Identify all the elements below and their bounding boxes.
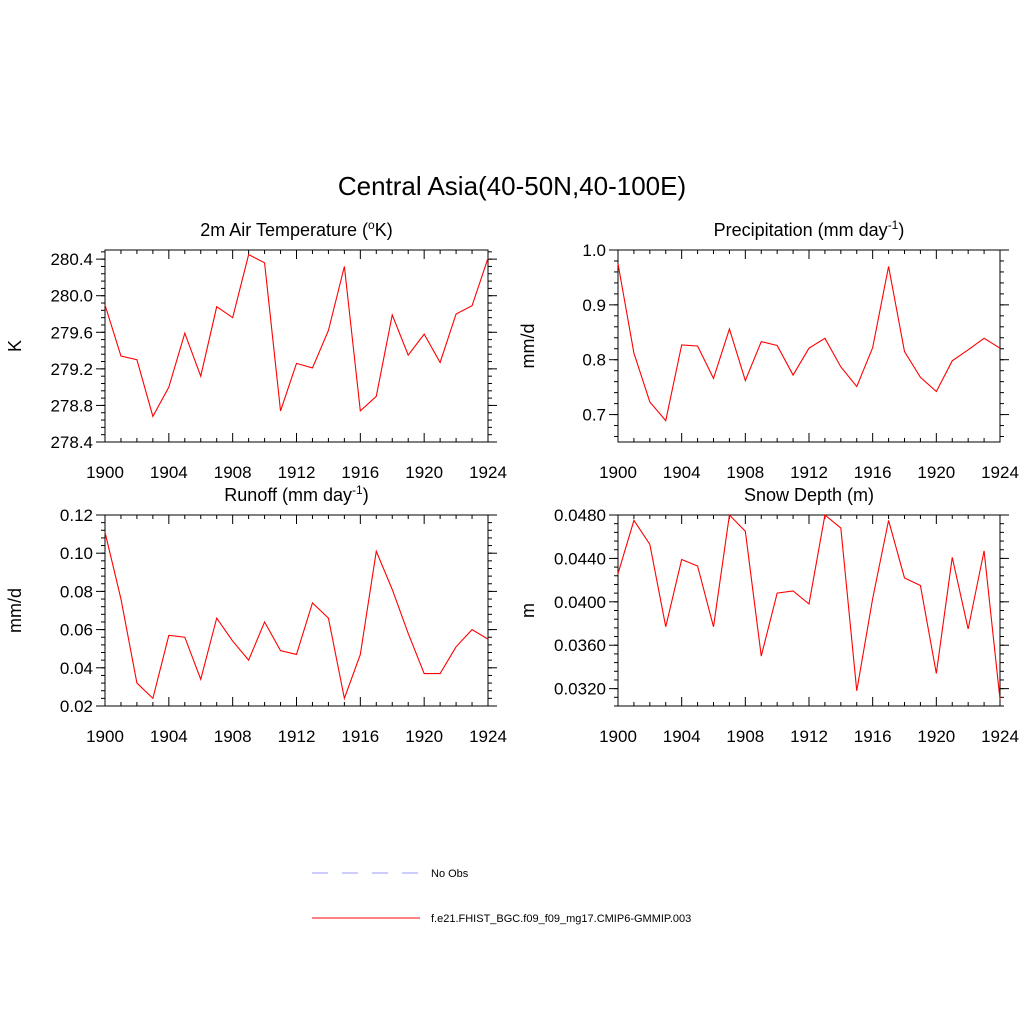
runoff-ylabel: mm/d [5,588,25,633]
air-temperature-ytick-label: 280.4 [50,250,93,269]
snow-depth-xtick-label: 1904 [663,727,701,746]
legend-label-no-obs: No Obs [431,868,469,880]
air-temperature-ytick-label: 280.0 [50,287,93,306]
precipitation-xtick-label: 1904 [663,463,701,482]
air-temperature-xtick-label: 1908 [214,463,252,482]
snow-depth-plot-frame [617,514,1001,707]
precipitation-ytick-label: 0.8 [582,351,606,370]
runoff-xtick-label: 1920 [405,727,443,746]
panel-snow-depth: 1900 1904 1908 1912 1916 1920 1924 0.0320 0.0360… [518,485,1019,746]
air-temperature-xtick-label: 1920 [405,463,443,482]
snow-depth-ytick-label: 0.0320 [554,680,606,699]
snow-depth-xtick-label: 1908 [726,727,764,746]
precipitation-xtick-label: 1924 [981,463,1019,482]
air-temperature-xtick-label: 1916 [341,463,379,482]
runoff-ytick-label: 0.04 [60,659,93,678]
precipitation-xtick-label: 1900 [599,463,637,482]
runoff-xtick-label: 1916 [341,727,379,746]
snow-depth-xtick-label: 1920 [917,727,955,746]
panel-precipitation: 1900 1904 1908 1912 1916 1920 1924 0.7 0.8 0.9 1.0… [518,218,1019,482]
precipitation-ytick-label: 1.0 [582,241,606,260]
runoff-ytick-label: 0.06 [60,621,93,640]
panel-air-temperature: 1900 1904 1908 1912 1916 1920 1924 278.4 278.8 27… [5,218,507,482]
precipitation-ylabel: mm/d [518,324,538,369]
snow-depth-ylabel: m [518,603,538,618]
runoff-ytick-label: 0.08 [60,582,93,601]
air-temperature-xtick-label: 1900 [86,463,124,482]
snow-depth-ytick-label: 0.0360 [554,636,606,655]
air-temperature-ytick-label: 278.8 [50,396,93,415]
precipitation-plot-frame [617,249,1001,443]
precipitation-series-line [617,263,1001,422]
snow-depth-xtick-label: 1912 [790,727,828,746]
figure-title: Central Asia(40-50N,40-100E) [338,171,686,201]
runoff-series-line [104,532,489,701]
panel-runoff: 1900 1904 1908 1912 1916 1920 1924 0.02 0.04 0.06… [5,483,507,746]
snow-depth-series-line [617,513,1001,700]
precipitation-xtick-label: 1912 [790,463,828,482]
runoff-xtick-label: 1912 [278,727,316,746]
air-temperature-xtick-label: 1924 [469,463,507,482]
runoff-xtick-label: 1924 [469,727,507,746]
air-temperature-xtick-label: 1904 [150,463,188,482]
runoff-xtick-label: 1908 [214,727,252,746]
air-temperature-ylabel: K [5,340,25,352]
snow-depth-xtick-label: 1924 [981,727,1019,746]
snow-depth-xtick-label: 1916 [854,727,892,746]
snow-depth-ytick-label: 0.0480 [554,506,606,525]
precipitation-xtick-label: 1908 [726,463,764,482]
runoff-title: Runoff (mm day-1) [224,483,368,505]
air-temperature-series-line [104,253,489,418]
runoff-xtick-label: 1904 [150,727,188,746]
legend-label-model: f.e21.FHIST_BGC.f09_f09_mg17.CMIP6-GMMIP… [431,913,691,925]
precipitation-xtick-label: 1920 [917,463,955,482]
runoff-plot-frame [104,514,489,707]
snow-depth-xtick-label: 1900 [599,727,637,746]
air-temperature-ytick-label: 279.6 [50,323,93,342]
legend: No Obs f.e21.FHIST_BGC.f09_f09_mg17.CMIP… [312,868,691,925]
air-temperature-ytick-label: 279.2 [50,360,93,379]
precipitation-ytick-label: 0.7 [582,406,606,425]
precipitation-ytick-label: 0.9 [582,296,606,315]
runoff-ytick-label: 0.12 [60,506,93,525]
air-temperature-xtick-label: 1912 [278,463,316,482]
air-temperature-title: 2m Air Temperature (oK) [200,218,392,240]
air-temperature-ytick-label: 278.4 [50,433,93,452]
snow-depth-ytick-label: 0.0400 [554,593,606,612]
runoff-ytick-label: 0.10 [60,544,93,563]
runoff-ytick-label: 0.02 [60,697,93,716]
runoff-xtick-label: 1900 [86,727,124,746]
precipitation-title: Precipitation (mm day-1) [714,218,905,240]
precipitation-xtick-label: 1916 [854,463,892,482]
snow-depth-title: Snow Depth (m) [744,485,874,505]
snow-depth-ytick-label: 0.0440 [554,549,606,568]
